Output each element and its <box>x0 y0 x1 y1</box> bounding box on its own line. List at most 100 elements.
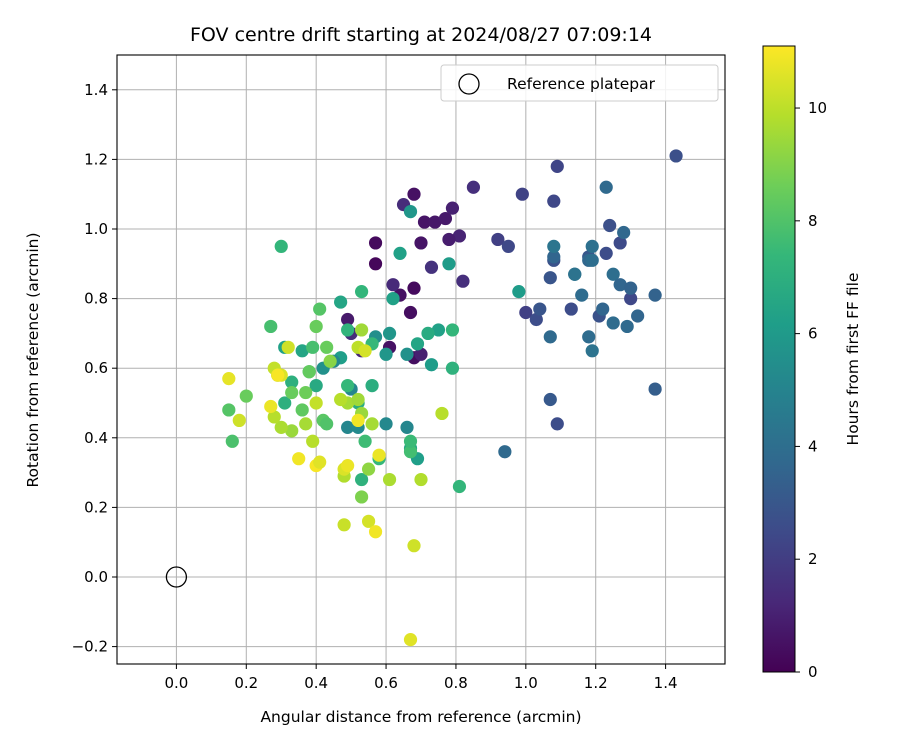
data-point <box>442 232 456 247</box>
data-point <box>351 413 365 427</box>
data-point <box>547 250 561 264</box>
x-tick-label: 1.2 <box>584 674 608 692</box>
data-point <box>407 281 421 295</box>
data-point <box>543 392 557 407</box>
data-point <box>466 180 481 194</box>
data-point <box>341 459 355 473</box>
data-point <box>354 472 369 487</box>
data-point <box>575 288 589 302</box>
x-tick-label: 0.0 <box>164 674 188 692</box>
data-point <box>582 330 596 344</box>
data-point <box>414 472 428 487</box>
colorbar-tick-label: 2 <box>808 550 818 568</box>
data-point <box>599 246 613 260</box>
data-point <box>232 413 246 427</box>
colorbar-tick-label: 10 <box>808 99 827 117</box>
data-point <box>501 239 515 253</box>
data-point <box>358 344 372 358</box>
data-point <box>309 396 323 410</box>
data-point <box>533 302 547 316</box>
data-point <box>603 218 617 233</box>
data-point <box>358 434 372 448</box>
data-point <box>407 539 421 553</box>
data-point <box>379 417 393 431</box>
data-point <box>585 239 599 253</box>
data-point <box>264 319 278 334</box>
x-tick-label: 1.0 <box>514 674 538 692</box>
data-point <box>400 347 414 361</box>
data-point <box>669 149 683 163</box>
data-point <box>334 392 348 407</box>
data-point <box>403 205 418 219</box>
data-point <box>624 292 638 306</box>
data-point <box>596 302 610 316</box>
data-point <box>386 292 400 306</box>
y-tick-label: 0.4 <box>84 429 108 447</box>
data-point <box>264 399 278 414</box>
data-point <box>313 302 327 316</box>
data-point <box>498 445 512 459</box>
colorbar-tick-label: 8 <box>808 212 818 230</box>
data-point <box>341 379 355 393</box>
y-tick-label: 0.6 <box>84 359 108 377</box>
data-point <box>624 281 638 295</box>
data-point <box>295 344 309 358</box>
data-point <box>491 232 505 247</box>
x-tick-label: 0.2 <box>234 674 258 692</box>
data-point <box>379 347 393 361</box>
colorbar: 0 2 4 6 8 10 Hours from first FF file <box>762 45 862 681</box>
data-point <box>393 246 407 260</box>
colorbar-tick-label: 0 <box>808 663 818 681</box>
data-point <box>519 305 533 320</box>
data-point <box>372 448 386 462</box>
data-point <box>585 344 599 358</box>
data-point <box>564 302 578 316</box>
data-point <box>512 285 526 299</box>
data-point <box>320 340 334 354</box>
data-point <box>278 396 292 410</box>
data-point <box>599 180 613 194</box>
data-point <box>515 187 529 201</box>
data-point <box>323 354 337 368</box>
data-point <box>382 326 397 340</box>
data-point <box>320 417 334 431</box>
data-point <box>239 389 253 403</box>
plot-area-frame <box>116 54 726 665</box>
data-point <box>354 323 369 337</box>
reference-platepar-marker <box>165 566 188 588</box>
data-point <box>309 379 323 393</box>
colorbar-tick-label: 4 <box>808 437 818 455</box>
data-point <box>550 159 564 173</box>
legend: Reference platepar <box>440 64 719 102</box>
data-point <box>309 319 323 334</box>
data-point <box>445 323 460 337</box>
y-tick-label: 0.2 <box>84 498 108 516</box>
legend-box <box>440 64 719 102</box>
data-point <box>351 392 365 407</box>
data-point <box>361 514 376 528</box>
data-point <box>285 375 299 389</box>
data-point <box>452 229 467 243</box>
colorbar-ticks: 0 2 4 6 8 10 <box>795 99 827 681</box>
data-point <box>414 347 428 361</box>
data-point <box>606 316 620 330</box>
data-point <box>543 271 557 285</box>
data-point <box>382 472 397 487</box>
data-point <box>445 201 460 215</box>
data-point <box>403 445 418 459</box>
chart-title: FOV centre drift starting at 2024/08/27 … <box>190 24 652 46</box>
data-point <box>400 420 414 434</box>
data-point <box>341 323 355 337</box>
data-point <box>550 417 564 431</box>
data-point <box>354 490 369 504</box>
data-point <box>414 236 428 250</box>
data-point <box>368 525 383 539</box>
data-point <box>403 305 418 320</box>
data-point <box>417 215 432 229</box>
grid <box>117 55 725 664</box>
legend-reference-marker <box>458 73 480 95</box>
data-point <box>435 406 449 421</box>
data-point <box>361 462 376 476</box>
data-point <box>281 340 295 354</box>
data-point <box>585 253 599 267</box>
